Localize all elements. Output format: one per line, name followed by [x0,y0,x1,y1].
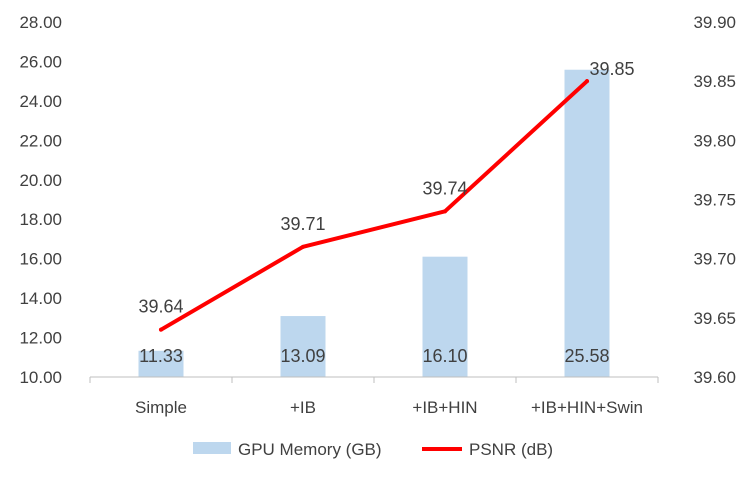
left-axis-tick-label: 26.00 [19,52,62,71]
category-label: +IB [290,398,316,417]
category-label: +IB+HIN+Swin [531,398,643,417]
left-axis-tick-label: 10.00 [19,368,62,387]
category-label: Simple [135,398,187,417]
category-labels: Simple +IB +IB+HIN +IB+HIN+Swin [135,398,643,417]
left-axis-tick-label: 12.00 [19,329,62,348]
memory-data-label: 16.10 [422,346,467,366]
left-axis-tick-label: 24.00 [19,92,62,111]
psnr-data-label: 39.71 [280,214,325,234]
memory-bar [564,69,610,377]
legend-swatch-memory [193,442,231,454]
right-axis-tick-label: 39.85 [693,72,736,91]
legend: GPU Memory (GB) PSNR (dB) [193,440,553,459]
memory-data-label: 13.09 [280,346,325,366]
left-axis-ticks: 10.00 12.00 14.00 16.00 18.00 20.00 22.00 24.00… [19,13,62,387]
left-axis-tick-label: 14.00 [19,289,62,308]
right-axis-tick-label: 39.70 [693,250,736,269]
memory-data-label: 11.33 [139,346,183,366]
left-axis-tick-label: 28.00 [19,13,62,32]
memory-bar [422,256,468,377]
psnr-data-label: 39.74 [422,178,467,198]
memory-bars [138,69,610,377]
right-axis-tick-label: 39.60 [693,368,736,387]
psnr-point [301,244,305,249]
x-axis-tick-marks [89,377,659,383]
memory-data-label: 25.58 [564,346,609,366]
left-axis-tick-label: 22.00 [19,131,62,150]
psnr-data-label: 39.64 [138,297,183,317]
category-label: +IB+HIN [412,398,477,417]
psnr-line [159,79,589,332]
left-axis-tick-label: 20.00 [19,171,62,190]
psnr-point [443,209,447,214]
right-axis-tick-label: 39.65 [693,309,736,328]
right-axis-tick-label: 39.80 [693,131,736,150]
legend-label-memory: GPU Memory (GB) [238,440,382,459]
memory-data-labels: 11.33 13.09 16.10 25.58 [139,346,609,366]
right-axis-tick-label: 39.90 [693,13,736,32]
psnr-point [159,327,163,332]
memory-bar [138,350,184,377]
psnr-line-series [159,79,589,332]
right-axis-ticks: 39.60 39.65 39.70 39.75 39.80 39.85 39.90 [693,13,736,387]
psnr-point [585,79,589,84]
left-axis-tick-label: 18.00 [19,210,62,229]
legend-label-psnr: PSNR (dB) [469,440,553,459]
psnr-data-label: 39.85 [589,59,634,79]
psnr-data-labels: 39.64 39.71 39.74 39.85 [138,59,634,317]
right-axis-tick-label: 39.75 [693,191,736,210]
left-axis-tick-label: 16.00 [19,250,62,269]
memory-bar [280,316,326,377]
